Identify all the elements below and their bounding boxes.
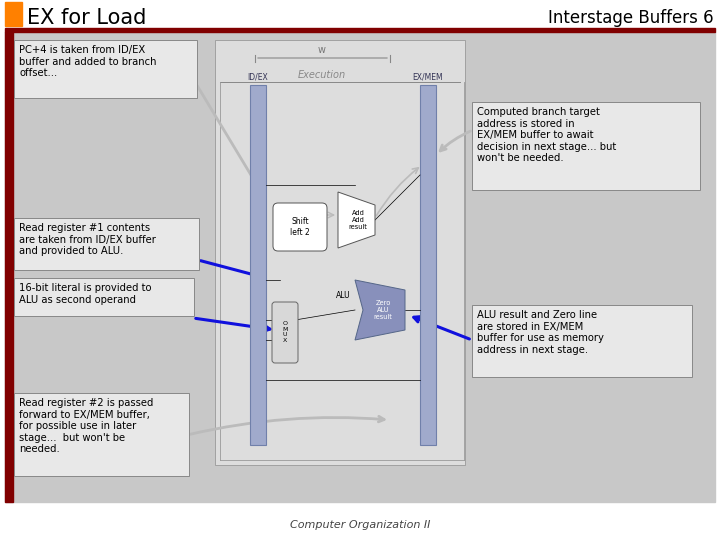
Bar <box>5 28 715 32</box>
Bar <box>250 85 266 445</box>
Text: PC+4 is taken from ID/EX
buffer and added to branch
offset...: PC+4 is taken from ID/EX buffer and adde… <box>19 45 156 78</box>
Bar <box>5 32 13 502</box>
FancyBboxPatch shape <box>14 218 199 270</box>
Text: EX for Load: EX for Load <box>27 8 146 28</box>
Text: Computer Organization II: Computer Organization II <box>290 520 430 530</box>
Text: Read register #2 is passed
forward to EX/MEM buffer,
for possible use in later
s: Read register #2 is passed forward to EX… <box>19 398 153 454</box>
FancyBboxPatch shape <box>14 40 197 98</box>
Bar <box>215 40 465 465</box>
Bar <box>5 2 22 26</box>
Text: Zero
ALU
result: Zero ALU result <box>374 300 392 320</box>
FancyBboxPatch shape <box>273 203 327 251</box>
Text: Execution: Execution <box>298 70 346 80</box>
FancyBboxPatch shape <box>14 278 194 316</box>
Text: ALU result and Zero line
are stored in EX/MEM
buffer for use as memory
address i: ALU result and Zero line are stored in E… <box>477 310 604 355</box>
FancyBboxPatch shape <box>472 102 700 190</box>
Text: 16-bit literal is provided to
ALU as second operand: 16-bit literal is provided to ALU as sec… <box>19 283 151 305</box>
FancyBboxPatch shape <box>272 302 298 363</box>
FancyBboxPatch shape <box>14 393 189 476</box>
Text: Read register #1 contents
are taken from ID/EX buffer
and provided to ALU.: Read register #1 contents are taken from… <box>19 223 156 256</box>
Text: Add
Add
result: Add Add result <box>348 210 367 230</box>
FancyBboxPatch shape <box>472 305 692 377</box>
Text: Interstage Buffers 6: Interstage Buffers 6 <box>549 9 714 27</box>
Bar <box>420 85 436 445</box>
Polygon shape <box>355 280 405 340</box>
Text: ID/EX: ID/EX <box>248 73 269 82</box>
Bar <box>5 32 715 502</box>
Text: Computed branch target
address is stored in
EX/MEM buffer to await
decision in n: Computed branch target address is stored… <box>477 107 616 164</box>
Text: O
M
U
X: O M U X <box>282 321 288 343</box>
Text: ALU: ALU <box>336 291 351 300</box>
Text: EX/MEM: EX/MEM <box>413 73 444 82</box>
Polygon shape <box>338 192 375 248</box>
Text: w: w <box>318 45 326 55</box>
Text: Shift
left 2: Shift left 2 <box>290 217 310 237</box>
